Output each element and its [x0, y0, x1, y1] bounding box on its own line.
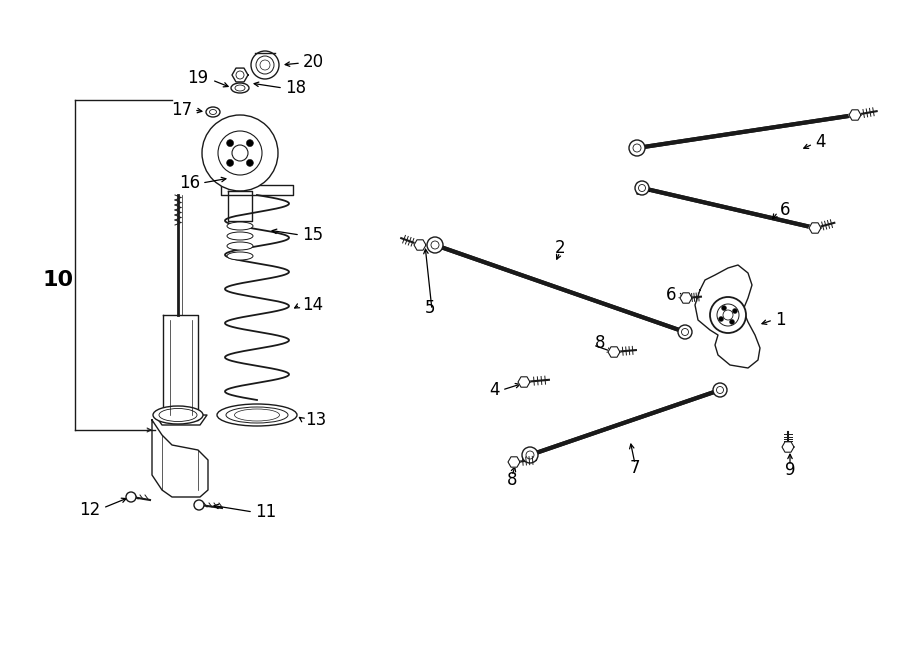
Circle shape	[733, 309, 737, 313]
Text: 20: 20	[303, 53, 324, 71]
Text: 7: 7	[630, 459, 640, 477]
Text: 4: 4	[815, 133, 825, 151]
Ellipse shape	[153, 406, 203, 424]
Circle shape	[718, 317, 724, 321]
Circle shape	[722, 305, 726, 311]
Polygon shape	[518, 377, 530, 387]
Text: 1: 1	[775, 311, 786, 329]
Text: 3: 3	[634, 181, 645, 199]
Polygon shape	[608, 347, 620, 357]
Polygon shape	[695, 265, 760, 368]
Text: 12: 12	[79, 501, 100, 519]
Polygon shape	[782, 442, 794, 452]
Polygon shape	[508, 457, 520, 467]
Circle shape	[227, 139, 234, 147]
Text: 11: 11	[255, 503, 276, 521]
Text: 8: 8	[507, 471, 517, 489]
Text: 14: 14	[302, 296, 323, 314]
Text: 8: 8	[595, 334, 606, 352]
Text: 13: 13	[305, 411, 326, 429]
Circle shape	[227, 159, 234, 167]
Text: 17: 17	[171, 101, 192, 119]
Polygon shape	[221, 185, 293, 195]
Ellipse shape	[227, 232, 253, 240]
Text: 6: 6	[665, 286, 676, 304]
Text: 2: 2	[554, 239, 565, 257]
Polygon shape	[155, 415, 207, 425]
Circle shape	[251, 51, 279, 79]
Ellipse shape	[231, 83, 249, 93]
Circle shape	[710, 297, 746, 333]
Ellipse shape	[227, 222, 253, 230]
Polygon shape	[414, 240, 426, 251]
Polygon shape	[849, 110, 861, 120]
Circle shape	[629, 140, 645, 156]
Circle shape	[678, 325, 692, 339]
Text: 4: 4	[490, 381, 500, 399]
Polygon shape	[163, 315, 198, 420]
Circle shape	[126, 492, 136, 502]
Circle shape	[247, 139, 254, 147]
Polygon shape	[809, 223, 821, 233]
Text: 5: 5	[425, 299, 436, 317]
Circle shape	[202, 115, 278, 191]
Polygon shape	[232, 68, 248, 82]
Text: 15: 15	[302, 226, 323, 244]
Ellipse shape	[217, 404, 297, 426]
Circle shape	[713, 383, 727, 397]
Circle shape	[427, 237, 443, 253]
Text: 19: 19	[187, 69, 208, 87]
Text: 18: 18	[285, 79, 306, 97]
Text: 9: 9	[785, 461, 796, 479]
Circle shape	[247, 159, 254, 167]
Ellipse shape	[227, 252, 253, 260]
Text: 10: 10	[42, 270, 74, 290]
Circle shape	[522, 447, 538, 463]
Ellipse shape	[227, 242, 253, 250]
Polygon shape	[152, 420, 208, 497]
Polygon shape	[228, 191, 252, 221]
Circle shape	[635, 181, 649, 195]
Text: 16: 16	[179, 174, 200, 192]
Circle shape	[730, 319, 734, 325]
Polygon shape	[680, 293, 692, 303]
Circle shape	[194, 500, 204, 510]
Ellipse shape	[206, 107, 220, 117]
Text: 6: 6	[780, 201, 790, 219]
